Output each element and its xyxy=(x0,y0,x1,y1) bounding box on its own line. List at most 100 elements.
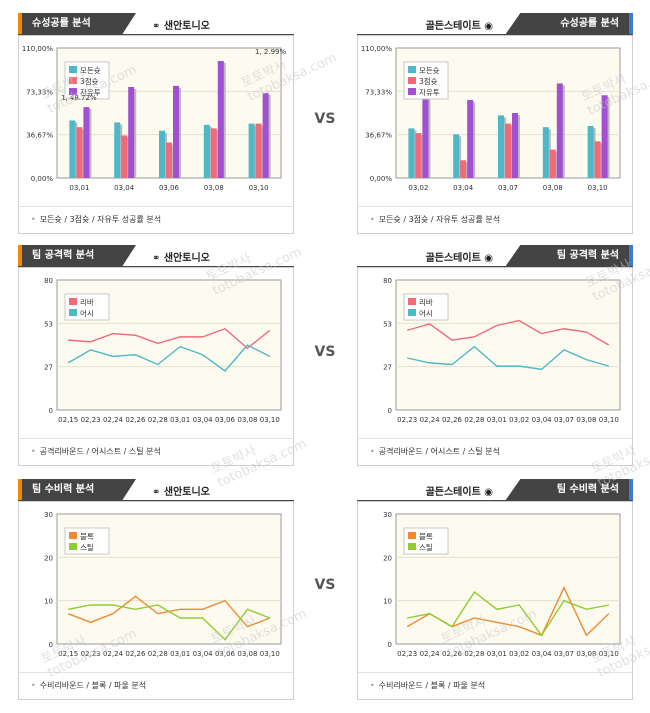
team-logo-icon: ⚭ xyxy=(152,21,161,32)
x-tick-label: 02,28 xyxy=(148,650,168,658)
bar-chart-shooting-home: 110,00% 73,33% 36,67% 0,00% 03,01 03,04 03,06 0… xyxy=(22,45,287,192)
x-tick-label: 02,26 xyxy=(125,650,146,658)
x-tick-label: 03,01 xyxy=(69,184,89,192)
team-logo-icon: ⚭ xyxy=(152,487,161,498)
x-tick-label: 02,15 xyxy=(58,650,78,658)
x-tick-label: 03,04 xyxy=(532,650,553,658)
panel-title: 팀 수비력 분석 xyxy=(18,479,136,501)
y-tick-label: 80 xyxy=(44,277,53,285)
x-tick-label: 02,24 xyxy=(103,650,124,658)
y-tick-label: 0,00% xyxy=(31,175,54,183)
x-tick-label: 03,08 xyxy=(576,650,596,658)
bar xyxy=(248,123,255,178)
vs-label: VS xyxy=(314,111,336,127)
legend-label: 3점슛 xyxy=(80,76,99,86)
bar xyxy=(422,84,429,178)
bar xyxy=(69,120,76,178)
x-tick-label: 02,24 xyxy=(103,416,124,424)
legend-label: 3점슛 xyxy=(419,76,438,86)
bar xyxy=(255,123,262,178)
bar xyxy=(203,124,210,178)
panel-title: 슈성공률 분석 xyxy=(18,13,136,35)
x-tick-label: 02,23 xyxy=(81,416,101,424)
chart-note: • 수비리바운드 / 블록 / 파울 분석 xyxy=(358,672,632,699)
vs-label: VS xyxy=(314,577,336,593)
legend-label: 스틸 xyxy=(419,543,433,552)
chart-area: 80 53 27 0 02,15 02,23 02,24 02,26 02,28 03,01 03,… xyxy=(19,268,293,438)
panel-header: 슈성공률 분석 ⚭ 샌안토니오 xyxy=(18,13,294,35)
panel-title: 팀 공격력 분석 xyxy=(505,245,633,267)
series-line xyxy=(68,604,271,641)
x-tick-label: 03,04 xyxy=(114,184,135,192)
chart-area: 80 53 27 0 02,23 02,24 02,26 02,28 03,01 03,02 03,… xyxy=(358,268,632,438)
team-name: 골든스테이트 ◉ xyxy=(425,487,493,498)
y-tick-label: 110,00% xyxy=(22,45,53,53)
bar xyxy=(601,95,608,178)
legend-swatch xyxy=(69,309,77,316)
y-tick-label: 0 xyxy=(49,641,53,649)
x-tick-label: 03,07 xyxy=(554,650,574,658)
team-name: ⚭ 샌안토니오 xyxy=(152,487,210,498)
y-tick-label: 0,00% xyxy=(370,175,393,183)
y-tick-label: 36,67% xyxy=(26,132,53,140)
bar xyxy=(453,134,460,178)
y-tick-label: 27 xyxy=(44,364,53,372)
x-tick-label: 02,26 xyxy=(125,416,146,424)
legend-swatch xyxy=(408,543,416,550)
chart-note: • 모든슛 / 3점슛 / 자유투 성공률 분석 xyxy=(358,206,632,233)
bar xyxy=(262,92,269,178)
bar xyxy=(408,128,415,178)
legend-swatch xyxy=(408,77,416,84)
team-logo-icon: ⚭ xyxy=(152,253,161,264)
series-line xyxy=(68,327,271,350)
bar xyxy=(173,85,179,178)
legend-label: 블록 xyxy=(419,532,433,541)
y-tick-label: 73,33% xyxy=(26,88,53,96)
legend-swatch xyxy=(69,298,77,305)
x-tick-label: 03,07 xyxy=(498,184,518,192)
x-tick-label: 02,23 xyxy=(81,650,101,658)
bar xyxy=(587,126,594,178)
x-tick-label: 02,23 xyxy=(397,650,417,658)
data-label: 1, 2.99% xyxy=(255,48,286,56)
team-name: 골든스테이트 ◉ xyxy=(425,253,493,264)
x-tick-label: 03,07 xyxy=(554,416,574,424)
legend-label: 모든슛 xyxy=(419,66,440,75)
bar xyxy=(121,135,128,178)
bar xyxy=(83,107,90,178)
chart-area: 110,00% 73,33% 36,67% 0,00% 03,02 03,04 03,07 0… xyxy=(358,36,632,206)
x-tick-label: 03,06 xyxy=(215,650,236,658)
legend-swatch xyxy=(69,66,77,73)
x-tick-label: 02,28 xyxy=(148,416,168,424)
bar xyxy=(114,122,121,178)
bar xyxy=(505,123,511,178)
x-tick-label: 03,10 xyxy=(249,184,269,192)
legend-swatch xyxy=(408,88,416,95)
panel-title: 팀 공격력 분석 xyxy=(18,245,136,267)
x-tick-label: 03,04 xyxy=(193,416,214,424)
bar xyxy=(76,127,83,178)
panel-header: 골든스테이트 ◉ 팀 공격력 분석 xyxy=(357,245,633,267)
x-tick-label: 03,10 xyxy=(588,184,608,192)
team-name: 골든스테이트 ◉ xyxy=(425,21,493,32)
bar xyxy=(415,133,422,178)
legend-label: 자유투 xyxy=(80,88,101,97)
chart-note: • 수비리바운드 / 블록 / 파울 분석 xyxy=(19,672,293,699)
legend-swatch xyxy=(69,77,77,84)
data-label: 1, 48.72% xyxy=(61,94,97,102)
legend-swatch xyxy=(69,88,77,95)
x-tick-label: 03,01 xyxy=(170,416,190,424)
panel-header: 골든스테이트 ◉ 슈성공률 분석 xyxy=(357,13,633,35)
bar xyxy=(512,113,518,178)
legend-label: 블록 xyxy=(80,532,94,541)
bar xyxy=(128,87,135,178)
x-tick-label: 03,06 xyxy=(215,416,236,424)
y-tick-label: 0 xyxy=(49,407,53,415)
x-tick-label: 03,10 xyxy=(260,650,280,658)
bar xyxy=(467,100,474,178)
x-tick-label: 03,04 xyxy=(193,650,214,658)
chart-box: 110,00% 73,33% 36,67% 0,00% 03,02 03,04 03,07 0… xyxy=(357,35,633,234)
